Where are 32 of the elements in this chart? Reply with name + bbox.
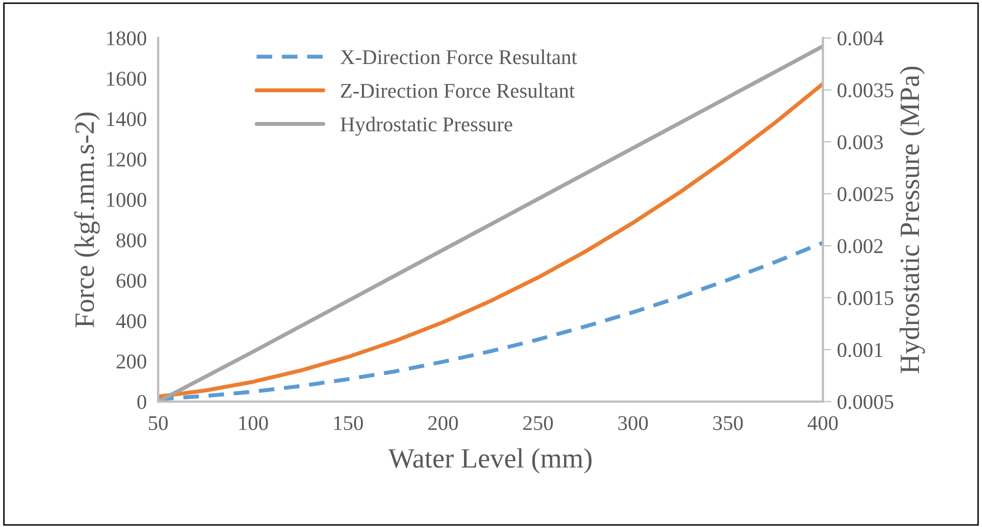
y2-axis-title: Hydrostatic Pressure (MPa) [900,66,925,374]
y2-tick-label: 0.004 [838,31,884,46]
y2-tick-label: 0.001 [838,343,882,358]
y-tick-label: 1000 [107,192,146,207]
y-axis-title: Force (kgf.mm.s-2) [74,112,100,328]
y-tick-label: 1400 [107,112,146,126]
x-axis-title: Water Level (mm) [388,448,592,474]
legend-label: Z-Direction Force Resultant [340,83,575,98]
x-tick-label: 150 [334,416,363,430]
y2-tick-label: 0.002 [838,239,883,254]
y2-tick-label: 0.003 [838,135,883,150]
x-tick-label: 350 [713,416,743,430]
x-tick-label: 100 [239,416,268,430]
y-tick-label: 1200 [107,152,146,167]
y-tick-label: 800 [116,233,146,248]
x-tick-label: 400 [808,416,838,430]
x-tick-label: 300 [618,416,648,430]
y-tick-label: 200 [116,354,146,369]
y2-tick-label: 0.0005 [838,394,894,410]
y-tick-label: 600 [116,274,146,288]
y-tick-label: 1800 [107,31,146,46]
x-tick-label: 250 [523,416,553,430]
y2-tick-label: 0.0025 [838,187,894,202]
y2-tick-label: 0.0035 [838,83,894,98]
y2-tick-label: 0.0015 [838,291,894,306]
x-tick-label: 50 [148,416,168,430]
x-tick-label: 200 [428,416,458,430]
legend-label: X-Direction Force Resultant [340,50,578,64]
y-tick-label: 1600 [107,72,146,86]
legend-label: Hydrostatic Pressure [340,116,512,136]
y-tick-label: 0 [137,394,146,410]
y-tick-label: 400 [116,314,146,328]
